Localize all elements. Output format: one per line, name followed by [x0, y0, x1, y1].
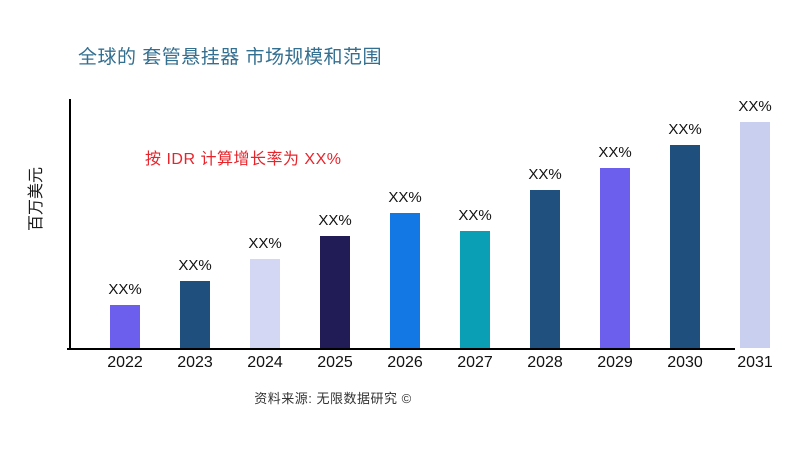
x-axis-line: [67, 348, 735, 350]
chart-title: 全球的 套管悬挂器 市场规模和范围: [78, 47, 383, 68]
y-axis-line: [69, 99, 71, 350]
x-tick-2024: 2024: [247, 354, 283, 371]
bar-value-label-2027: XX%: [458, 207, 492, 224]
x-tick-2030: 2030: [667, 354, 703, 371]
x-tick-2031: 2031: [737, 354, 773, 371]
x-tick-2025: 2025: [317, 354, 353, 371]
bar-2030: [670, 145, 700, 348]
bar-value-label-2022: XX%: [108, 281, 142, 298]
x-tick-2028: 2028: [527, 354, 563, 371]
bar-value-label-2023: XX%: [178, 257, 212, 274]
x-tick-2023: 2023: [177, 354, 213, 371]
bar-value-label-2030: XX%: [668, 121, 702, 138]
growth-rate-annotation: 按 IDR 计算增长率为 XX%: [145, 151, 342, 168]
source-note: 资料来源: 无限数据研究 ©: [254, 391, 412, 406]
bar-value-label-2028: XX%: [528, 166, 562, 183]
bar-value-label-2031: XX%: [738, 98, 772, 115]
y-axis-label: 百万美元: [28, 167, 45, 232]
bar-2027: [460, 231, 490, 348]
bar-value-label-2025: XX%: [318, 212, 352, 229]
x-tick-2029: 2029: [597, 354, 633, 371]
bar-value-label-2029: XX%: [598, 144, 632, 161]
x-tick-2026: 2026: [387, 354, 423, 371]
bar-2024: [250, 259, 280, 348]
bar-value-label-2026: XX%: [388, 189, 422, 206]
bar-2026: [390, 213, 420, 348]
bar-value-label-2024: XX%: [248, 235, 282, 252]
x-tick-2027: 2027: [457, 354, 493, 371]
bar-2031: [740, 122, 770, 348]
bar-2023: [180, 281, 210, 348]
bar-2029: [600, 168, 630, 348]
bar-2028: [530, 190, 560, 348]
bar-2025: [320, 236, 350, 348]
bar-2022: [110, 305, 140, 348]
x-tick-2022: 2022: [107, 354, 143, 371]
